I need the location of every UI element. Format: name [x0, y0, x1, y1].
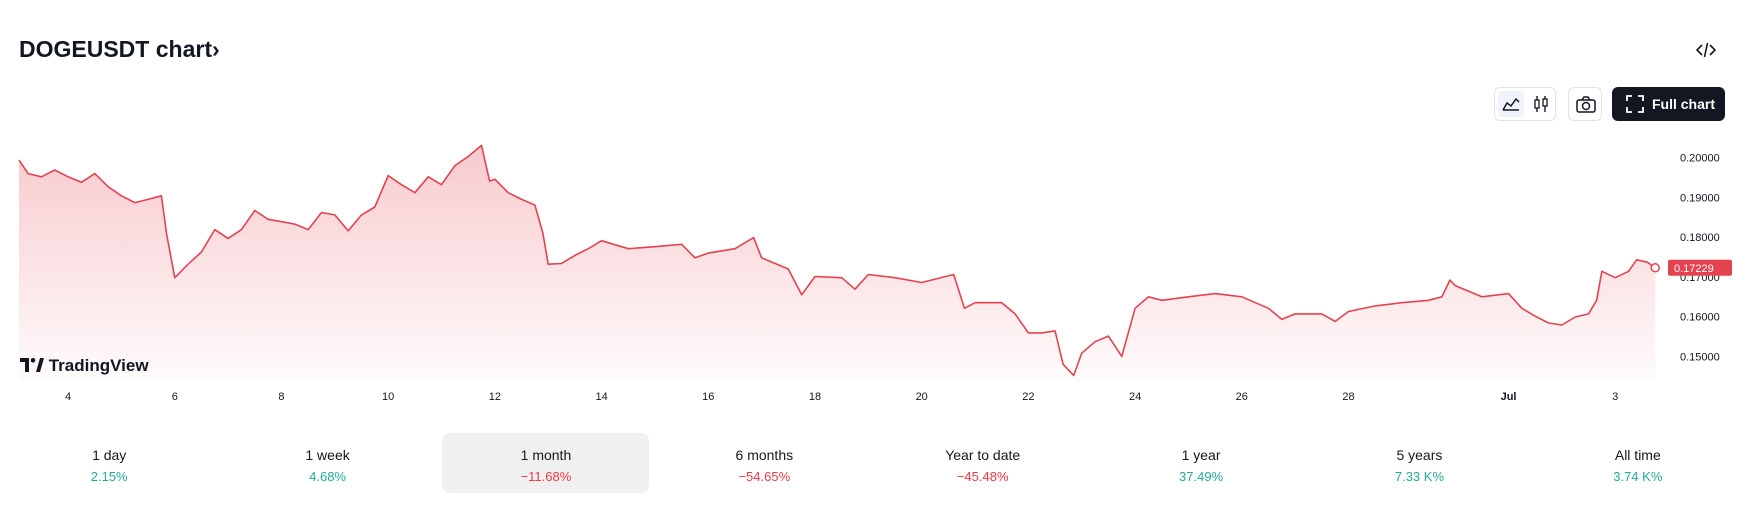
- period-label[interactable]: 1 month: [520, 447, 572, 463]
- x-tick-label: 22: [1022, 391, 1034, 403]
- period-change: 4.68%: [309, 469, 346, 484]
- y-tick-label: 0.18000: [1680, 232, 1720, 244]
- area-fill: [19, 145, 1656, 381]
- x-tick-label: 4: [65, 391, 71, 403]
- price-badge: [1668, 259, 1732, 276]
- full-chart-button[interactable]: Full chart: [1612, 87, 1725, 121]
- period-tab[interactable]: 6 months −54.65%: [661, 433, 868, 493]
- period-change: 3.74 K%: [1613, 469, 1663, 484]
- price-badge-label: 0.17229: [1674, 263, 1714, 275]
- period-tab[interactable]: 1 week 4.68%: [224, 433, 431, 493]
- fullscreen-icon: [1626, 95, 1644, 113]
- x-tick-label: 20: [916, 391, 928, 403]
- period-label[interactable]: 1 year: [1181, 447, 1221, 463]
- x-tick-label: 14: [595, 391, 607, 403]
- title[interactable]: DOGEUSDT chart›: [19, 36, 220, 63]
- period-change: 7.33 K%: [1394, 469, 1445, 484]
- x-tick-label: 24: [1129, 391, 1141, 403]
- y-tick-label: 0.16000: [1680, 312, 1720, 324]
- period-label[interactable]: 1 day: [92, 447, 127, 463]
- x-tick-label: 28: [1342, 391, 1354, 403]
- x-tick-label: 8: [278, 391, 284, 403]
- logo-mark: [20, 353, 44, 372]
- period-tabs: 1 day 2.15% 1 week 4.68% 1 month −11.68% 6 mon…: [0, 433, 1747, 493]
- x-tick-label: Jul: [1501, 391, 1517, 403]
- x-tick-label: 6: [172, 391, 178, 403]
- y-tick-label: 0.15000: [1680, 351, 1720, 363]
- period-label[interactable]: Year to date: [945, 447, 1021, 463]
- period-change: −11.68%: [520, 469, 572, 484]
- x-tick-label: 26: [1236, 391, 1248, 403]
- last-point: [1650, 263, 1661, 273]
- period-tab[interactable]: 5 years 7.33 K%: [1316, 433, 1523, 493]
- line-style-button[interactable]: [1498, 91, 1524, 117]
- period-label[interactable]: All time: [1614, 447, 1661, 463]
- chart-style-group: [1494, 87, 1556, 121]
- y-tick-label: 0.20000: [1680, 153, 1720, 165]
- y-tick-label: 0.19000: [1680, 192, 1720, 204]
- period-label[interactable]: 5 years: [1396, 447, 1443, 463]
- embed-icon[interactable]: [1696, 40, 1716, 60]
- chevron[interactable]: ›: [211, 36, 220, 62]
- period-change: 37.49%: [1179, 469, 1224, 484]
- period-change: 2.15%: [90, 469, 128, 484]
- full-chart-label[interactable]: Full chart: [1652, 96, 1716, 112]
- x-tick-label: 16: [702, 391, 714, 403]
- logo-text[interactable]: TradingView: [48, 356, 149, 375]
- tradingview-logo[interactable]: TradingView: [20, 353, 149, 376]
- period-label[interactable]: 6 months: [735, 447, 794, 463]
- period-change: −54.65%: [738, 469, 791, 484]
- period-tab[interactable]: All time 3.74 K%: [1534, 433, 1741, 493]
- x-tick-label: 18: [809, 391, 821, 403]
- candle-style-button[interactable]: [1528, 91, 1554, 117]
- x-tick-label: 3: [1612, 391, 1618, 403]
- period-change: −45.48%: [956, 469, 1009, 484]
- title-text[interactable]: DOGEUSDT chart: [19, 36, 212, 62]
- x-tick-label: 10: [382, 391, 394, 403]
- period-tab[interactable]: 1 year 37.49%: [1098, 433, 1305, 493]
- period-label[interactable]: 1 week: [305, 447, 350, 463]
- snapshot-button[interactable]: [1568, 87, 1602, 121]
- x-tick-label: 12: [489, 391, 501, 403]
- period-tab[interactable]: Year to date −45.48%: [879, 433, 1086, 493]
- price-line: [18, 144, 1656, 377]
- chart: 0.150000.160000.170000.180000.190000.200…: [18, 144, 1732, 403]
- camera-icon: [1576, 96, 1596, 113]
- period-tab[interactable]: 1 day 2.15%: [6, 433, 213, 493]
- period-tab[interactable]: 1 month −11.68%: [442, 433, 650, 493]
